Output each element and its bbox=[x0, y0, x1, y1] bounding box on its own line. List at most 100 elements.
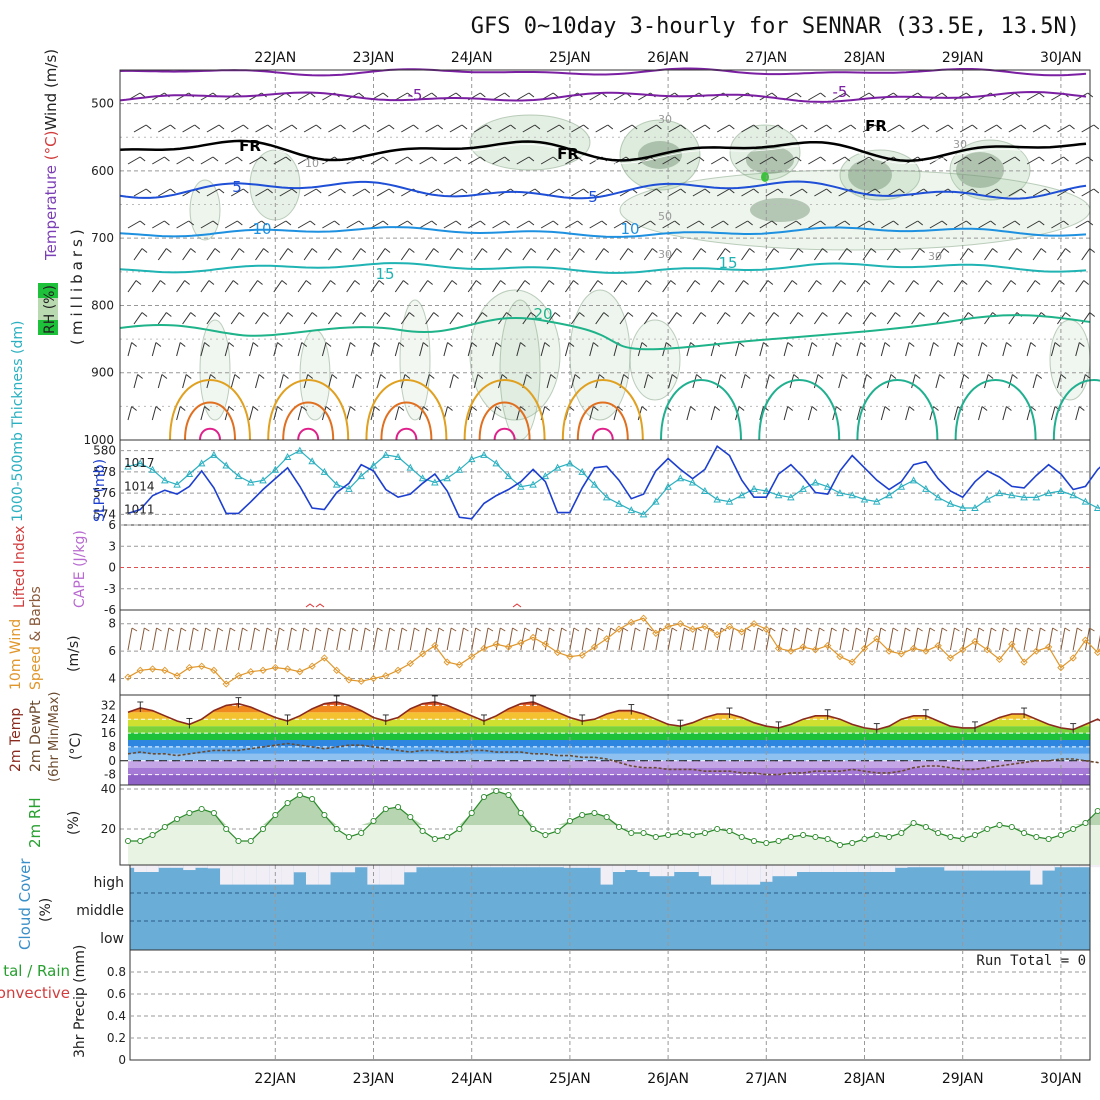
wind-barb bbox=[176, 92, 189, 101]
wind-barb bbox=[443, 280, 453, 293]
wind-barb bbox=[808, 92, 821, 101]
wind-barb bbox=[321, 280, 331, 293]
wind-barb-flag bbox=[311, 312, 318, 317]
li-point bbox=[512, 603, 522, 608]
rh2m-point bbox=[149, 831, 156, 839]
thickness-point bbox=[296, 446, 304, 454]
cloud-clear-bar bbox=[183, 865, 196, 871]
barb10-flag bbox=[905, 627, 911, 632]
barb10-flag bbox=[941, 627, 948, 632]
cloud-clear-bar bbox=[526, 865, 540, 868]
wind-barb bbox=[249, 342, 254, 357]
rh-blob bbox=[199, 319, 231, 421]
thickness-point bbox=[504, 472, 513, 480]
wind-barb-flag bbox=[868, 156, 875, 162]
wind-barb bbox=[564, 342, 570, 357]
axis-tick-label: 32 bbox=[101, 698, 116, 712]
axis-tick-label: 500 bbox=[91, 97, 114, 111]
barb10 bbox=[1072, 627, 1078, 651]
wind-barb-flag bbox=[729, 124, 735, 130]
barb10 bbox=[274, 627, 280, 651]
wind-barb-flag bbox=[674, 220, 681, 226]
wind-barb-flag bbox=[139, 220, 146, 226]
wind10-point bbox=[725, 622, 734, 631]
wind-barb-flag bbox=[520, 342, 526, 347]
rh2m-point bbox=[284, 799, 291, 807]
isotherm-low-loop bbox=[463, 379, 546, 441]
wind10-point bbox=[750, 620, 758, 628]
rh2m-point bbox=[198, 805, 205, 813]
rh2m-point bbox=[800, 831, 807, 839]
barb10 bbox=[299, 627, 305, 651]
wind-barb bbox=[224, 280, 234, 293]
wind-barb-flag bbox=[1089, 312, 1096, 317]
thickness-point bbox=[406, 463, 415, 471]
wind-barb-flag bbox=[234, 374, 241, 379]
wind-barb-flag bbox=[700, 248, 707, 253]
rh2m-point bbox=[480, 793, 488, 801]
isotherm-low-loop bbox=[856, 379, 939, 441]
wind-barb-flag bbox=[913, 280, 919, 285]
wind-barb bbox=[783, 342, 789, 357]
wind10-point bbox=[971, 637, 979, 646]
wind-barb-flag bbox=[261, 220, 267, 226]
wind-barb bbox=[643, 248, 653, 261]
wind10-point bbox=[799, 643, 807, 651]
barb10 bbox=[287, 627, 293, 651]
wind10-point bbox=[529, 633, 537, 642]
wind-barb-flag bbox=[334, 220, 340, 226]
wind-barb bbox=[759, 406, 764, 421]
isotherm-low-loop bbox=[954, 379, 1037, 441]
barb10 bbox=[225, 627, 231, 651]
wind10-point bbox=[480, 644, 488, 653]
wind-barb-flag bbox=[267, 124, 273, 130]
temp-band bbox=[128, 760, 1090, 768]
thickness-point bbox=[897, 482, 906, 490]
barb10-flag bbox=[205, 627, 211, 632]
axis-tick-label: 600 bbox=[91, 164, 114, 178]
wind-barb-flag bbox=[455, 220, 462, 226]
wind10-point bbox=[1044, 643, 1053, 651]
wind-barb bbox=[862, 312, 872, 325]
wind-barb bbox=[546, 374, 552, 389]
day-label-top: 22JAN bbox=[254, 50, 296, 66]
wind-barb bbox=[959, 124, 973, 133]
wind-barb bbox=[419, 220, 432, 229]
wind10-point bbox=[247, 668, 255, 676]
wind10-point bbox=[836, 652, 844, 661]
axis-tick-label: 1017 bbox=[124, 456, 155, 470]
wind-barb-flag bbox=[431, 92, 438, 98]
wind-barb bbox=[881, 220, 894, 229]
wind-barb bbox=[589, 342, 594, 357]
wind-barb bbox=[759, 280, 769, 293]
wind10-point bbox=[369, 674, 378, 683]
cloud-clear-bar bbox=[674, 865, 687, 872]
barb10-flag bbox=[266, 627, 273, 632]
wind-barb bbox=[862, 248, 872, 261]
wind-barb-flag bbox=[554, 312, 561, 317]
wind-barb-flag bbox=[844, 92, 851, 98]
wind-barb bbox=[352, 248, 362, 261]
wind-barb-flag bbox=[218, 188, 225, 194]
barb10 bbox=[839, 627, 845, 651]
wind-barb-flag bbox=[433, 248, 439, 253]
wind-barb bbox=[935, 124, 949, 133]
wind-barb-flag bbox=[500, 280, 506, 285]
wind-barb bbox=[1075, 406, 1080, 421]
wind-barb bbox=[425, 312, 435, 325]
wind-barb bbox=[741, 374, 746, 389]
rh2m-point bbox=[701, 829, 708, 837]
wind10-point bbox=[308, 662, 316, 670]
axis-tick-label: 900 bbox=[91, 366, 114, 380]
wind-barb-flag bbox=[1016, 248, 1023, 253]
wind-barb bbox=[516, 280, 526, 293]
wind-barb bbox=[692, 248, 702, 261]
wind-barb-flag bbox=[188, 156, 195, 162]
barb10-flag bbox=[635, 627, 641, 632]
barb10 bbox=[250, 627, 256, 651]
wind-barb-flag bbox=[455, 92, 462, 98]
isotherm-minus5 bbox=[119, 90, 1087, 103]
wind-barb bbox=[978, 156, 991, 165]
barb10-flag bbox=[573, 627, 580, 632]
wind-barb-flag bbox=[840, 280, 847, 285]
